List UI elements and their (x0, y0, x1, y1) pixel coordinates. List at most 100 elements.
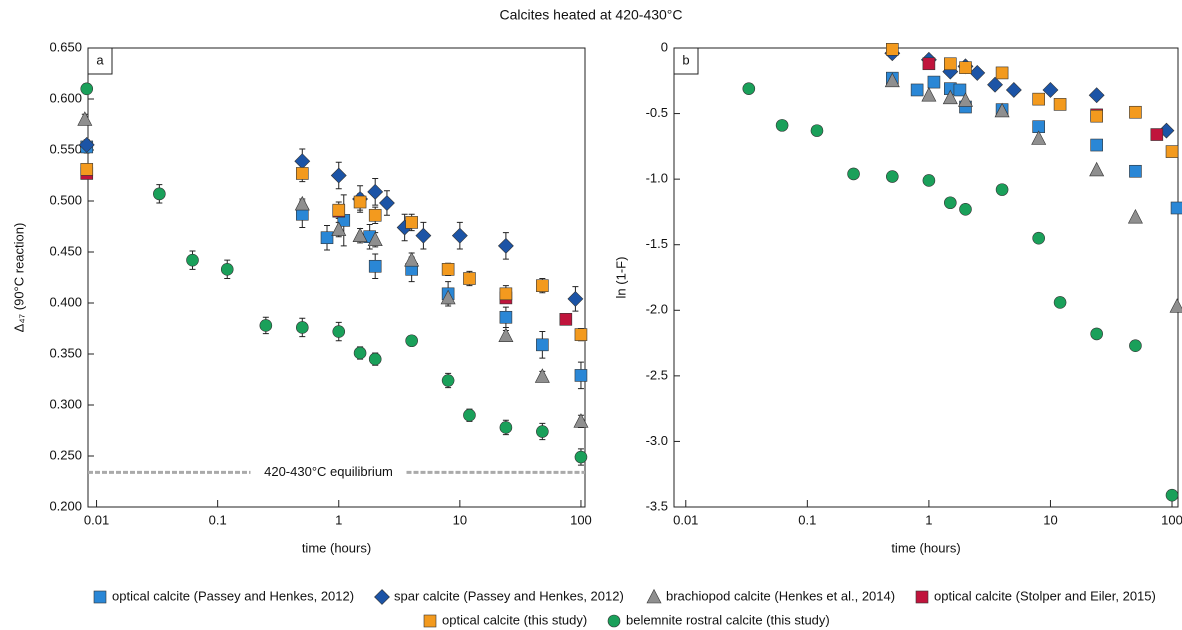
marker-circle (1053, 296, 1067, 309)
marker-square (953, 83, 967, 97)
x-axis-label: time (hours) (302, 540, 371, 555)
marker-diamond (367, 183, 384, 200)
marker-circle (405, 334, 418, 348)
y-tick-label: 0.500 (49, 192, 82, 207)
marker-square (1129, 164, 1142, 178)
marker-square (910, 83, 924, 97)
y-tick-label: 0.200 (49, 498, 82, 513)
marker-square (574, 328, 588, 341)
marker-diamond (294, 153, 311, 170)
x-tick-label: 0.01 (84, 512, 109, 527)
marker-triangle (1031, 130, 1047, 145)
y-tick-label: -2.0 (646, 302, 668, 317)
marker-diamond (1088, 87, 1105, 104)
marker-circle (742, 82, 756, 95)
marker-triangle (1127, 209, 1143, 224)
marker-square (332, 203, 346, 217)
panel-label: a (96, 52, 104, 67)
marker-diamond (78, 136, 95, 153)
marker-square (1090, 109, 1103, 123)
plot-frame (87, 47, 586, 508)
marker-circle (1032, 231, 1045, 245)
marker-circle (499, 421, 513, 434)
y-tick-label: 0.600 (49, 90, 82, 105)
marker-triangle (942, 89, 958, 105)
marker-circle (295, 321, 309, 334)
x-tick-label: 0.1 (798, 512, 816, 527)
marker-circle (944, 196, 957, 210)
legend-marker (915, 590, 929, 604)
marker-diamond (969, 64, 986, 81)
marker-triangle (498, 327, 514, 342)
panel-label-box (673, 47, 699, 75)
marker-circle (536, 425, 549, 438)
marker-square (995, 66, 1009, 80)
marker-circle (574, 450, 588, 464)
marker-circle (353, 346, 367, 360)
marker-triangle (1169, 298, 1182, 313)
marker-diamond (451, 227, 468, 244)
legend-marker (607, 614, 621, 628)
marker-triangle (367, 231, 383, 247)
x-axis-label: time (hours) (891, 540, 960, 555)
legend-marker (646, 588, 662, 604)
marker-circle (959, 203, 972, 216)
marker-triangle (573, 413, 589, 428)
y-tick-label: 0.450 (49, 243, 82, 258)
y-tick-label: -0.5 (646, 105, 668, 120)
y-tick-label: 0.350 (49, 345, 82, 360)
y-tick-label: -2.5 (646, 367, 668, 382)
legend-marker (423, 614, 437, 628)
marker-triangle (884, 72, 900, 88)
panel-label: b (682, 52, 689, 67)
marker-triangle (994, 102, 1010, 118)
marker-circle (810, 124, 824, 137)
marker-triangle (352, 227, 368, 242)
marker-square (320, 231, 334, 245)
marker-square (927, 75, 941, 89)
marker-diamond (987, 76, 1003, 93)
x-tick-label: 0.01 (673, 512, 698, 527)
y-axis-label: Δ₄₇ (90°C reaction) (11, 223, 26, 333)
marker-triangle (1089, 161, 1105, 177)
marker-diamond (567, 290, 584, 307)
marker-circle (847, 167, 860, 181)
marker-circle (80, 82, 94, 96)
marker-square (353, 195, 367, 209)
y-tick-label: -1.5 (646, 236, 668, 251)
marker-square (368, 259, 382, 273)
y-tick-label: 0.550 (49, 141, 82, 156)
legend-label: optical calcite (Stolper and Eiler, 2015… (934, 588, 1156, 603)
marker-square (80, 163, 94, 176)
marker-square (1090, 138, 1103, 152)
marker-circle (441, 374, 455, 387)
marker-circle (186, 253, 199, 267)
marker-triangle (294, 195, 310, 211)
marker-square (441, 263, 455, 276)
legend-marker (93, 590, 107, 604)
marker-circle (332, 325, 346, 338)
marker-triangle (440, 289, 456, 305)
x-tick-label: 100 (570, 512, 592, 527)
marker-circle (463, 408, 476, 422)
x-tick-label: 10 (1043, 512, 1057, 527)
y-tick-label: 0 (661, 39, 668, 54)
legend-label: optical calcite (Passey and Henkes, 2012… (112, 588, 354, 603)
marker-square (295, 167, 309, 180)
x-tick-label: 100 (1161, 512, 1182, 527)
marker-diamond (379, 195, 395, 211)
marker-square (944, 57, 957, 71)
x-tick-label: 1 (335, 512, 342, 527)
legend-marker (374, 589, 390, 605)
marker-square (463, 272, 476, 285)
marker-square (536, 338, 549, 352)
marker-circle (220, 263, 234, 276)
marker-triangle (534, 368, 550, 383)
marker-square (499, 287, 513, 301)
marker-triangle (331, 221, 347, 236)
legend-label: belemnite rostral calcite (this study) (626, 612, 830, 627)
marker-diamond (1042, 82, 1059, 98)
marker-circle (922, 174, 936, 187)
y-tick-label: -3.5 (646, 498, 668, 513)
